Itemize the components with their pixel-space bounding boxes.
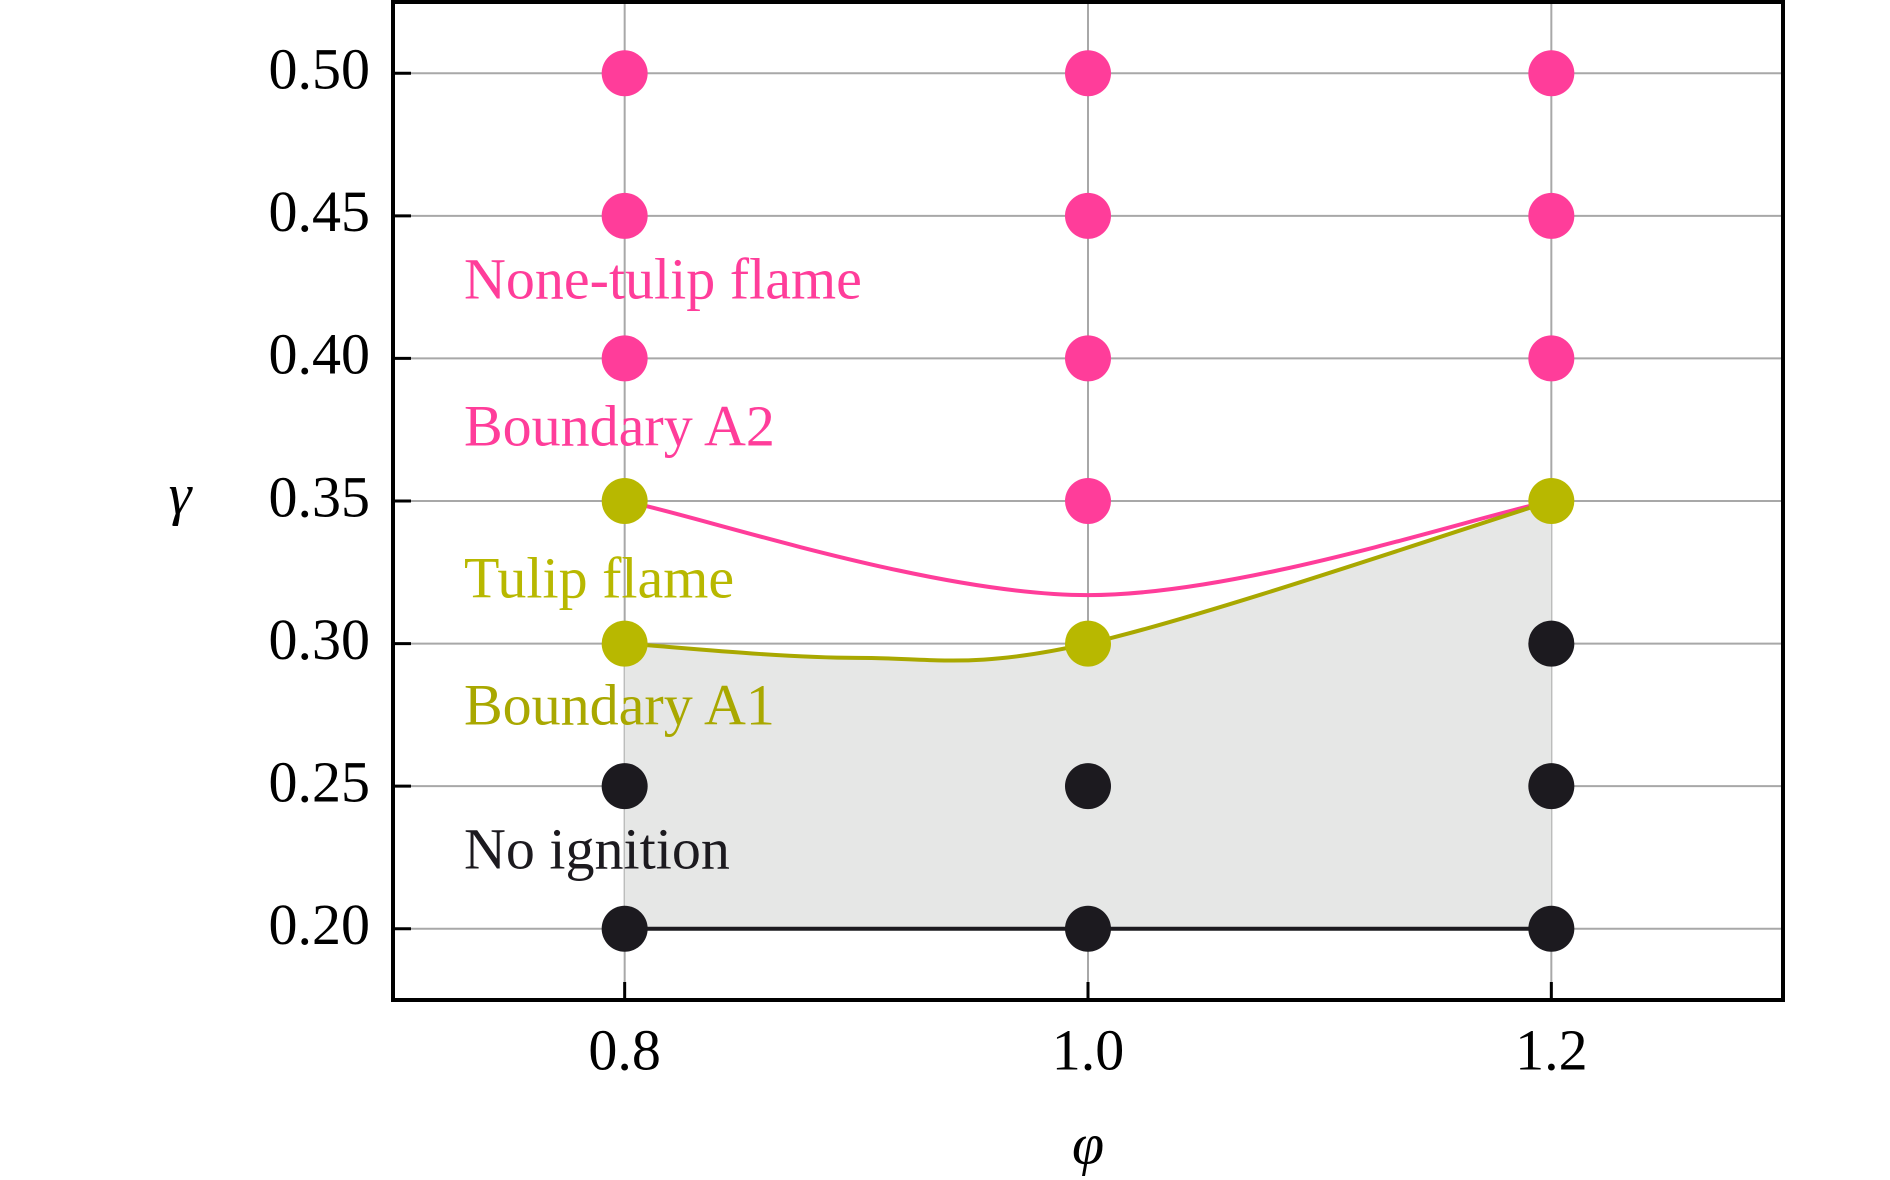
data-point <box>1065 763 1111 810</box>
y-tick-label: 0.25 <box>269 749 371 814</box>
data-point <box>1528 192 1575 239</box>
region-label: None-tulip flame <box>464 246 862 311</box>
data-point <box>601 335 648 382</box>
data-point <box>601 763 648 810</box>
data-point <box>1528 335 1575 382</box>
data-point <box>1065 50 1111 97</box>
y-tick-label: 0.35 <box>269 464 371 529</box>
data-point <box>601 192 648 239</box>
region-label: Boundary A1 <box>464 672 775 737</box>
boundary-line <box>624 499 1552 598</box>
shaded-region <box>624 501 1552 929</box>
y-tick-label: 0.45 <box>269 179 371 244</box>
y-tick-label: 0.20 <box>269 892 371 957</box>
boundary-line <box>624 499 1552 663</box>
y-tick-label: 0.50 <box>269 37 371 102</box>
data-point <box>1528 620 1575 667</box>
data-point <box>1065 335 1111 382</box>
data-point <box>1065 192 1111 239</box>
data-point <box>1065 478 1111 524</box>
data-point <box>1528 763 1575 810</box>
x-tick-label: 1.0 <box>1052 1017 1125 1082</box>
x-axis-label: φ <box>1072 1111 1104 1176</box>
data-point <box>601 50 648 97</box>
data-point <box>1065 620 1111 667</box>
data-point <box>1528 905 1575 952</box>
y-tick-label: 0.30 <box>269 607 371 672</box>
x-tick-label: 1.2 <box>1515 1017 1588 1082</box>
region-label: Boundary A2 <box>464 393 775 458</box>
data-point <box>1528 478 1575 524</box>
data-point <box>1528 50 1575 97</box>
data-point <box>601 478 648 524</box>
region-label: No ignition <box>464 816 730 881</box>
y-tick-label: 0.40 <box>269 322 371 387</box>
data-point <box>1065 905 1111 952</box>
x-tick-label: 0.8 <box>588 1017 661 1082</box>
region-label: Tulip flame <box>464 545 734 610</box>
y-axis-label: γ <box>169 461 194 526</box>
data-point <box>601 620 648 667</box>
data-point <box>601 905 648 952</box>
